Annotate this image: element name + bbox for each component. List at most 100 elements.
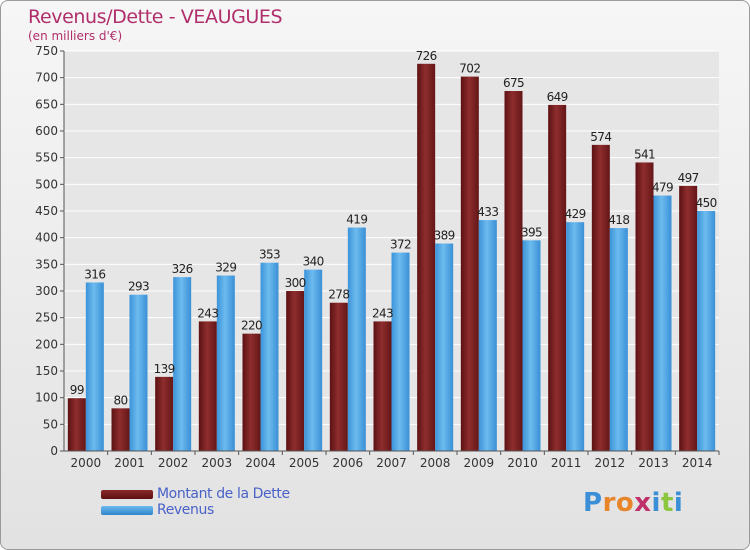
data-label-revenue: 353	[259, 248, 280, 262]
bar-debt	[329, 302, 348, 451]
data-label-debt: 99	[70, 383, 84, 397]
data-label-revenue: 329	[215, 261, 236, 275]
x-tick-label: 2005	[289, 456, 320, 470]
bar-revenue	[609, 228, 628, 451]
data-label-revenue: 479	[652, 181, 673, 195]
data-label-debt: 220	[241, 319, 262, 333]
bar-debt	[504, 91, 523, 451]
data-label-debt: 497	[678, 171, 699, 185]
bar-debt	[242, 333, 261, 451]
y-tick-label: 400	[35, 231, 58, 245]
y-tick-label: 300	[35, 284, 58, 298]
data-label-debt: 541	[634, 147, 655, 161]
y-tick-label: 150	[35, 364, 58, 378]
bar-revenue	[566, 222, 585, 451]
data-label-debt: 726	[416, 49, 437, 63]
y-tick-label: 200	[35, 337, 58, 351]
x-tick-label: 2013	[638, 456, 669, 470]
bar-revenue	[697, 211, 716, 451]
data-label-revenue: 395	[521, 225, 542, 239]
data-label-revenue: 372	[390, 238, 411, 252]
logo-letter: x	[634, 488, 652, 518]
bar-revenue	[653, 195, 672, 451]
data-label-debt: 300	[285, 276, 306, 290]
logo-letter: i	[651, 488, 661, 518]
bar-debt	[635, 162, 654, 451]
bar-debt	[286, 291, 305, 451]
data-label-debt: 702	[459, 62, 480, 76]
y-tick-label: 500	[35, 177, 58, 191]
data-label-revenue: 389	[434, 229, 455, 243]
data-label-debt: 243	[372, 306, 393, 320]
bar-revenue	[347, 227, 366, 451]
x-tick-label: 2007	[376, 456, 407, 470]
bar-revenue	[522, 240, 541, 451]
bar-debt	[111, 408, 130, 451]
x-tick-label: 2004	[245, 456, 276, 470]
bar-debt	[591, 144, 610, 451]
proxiti-logo: Proxiti	[583, 488, 683, 518]
bar-debt	[460, 76, 479, 451]
x-tick-label: 2014	[682, 456, 713, 470]
y-tick-label: 0	[50, 444, 58, 458]
x-tick-label: 2002	[158, 456, 189, 470]
logo-letter: r	[602, 488, 616, 518]
y-tick-label: 250	[35, 311, 58, 325]
bar-debt	[155, 376, 174, 451]
bar-debt	[373, 321, 392, 451]
bar-revenue	[129, 294, 148, 451]
x-tick-label: 2003	[202, 456, 233, 470]
bar-debt	[679, 185, 698, 451]
data-label-revenue: 429	[565, 207, 586, 221]
bar-revenue	[478, 220, 497, 451]
y-tick-label: 100	[35, 391, 58, 405]
y-tick-label: 650	[35, 97, 58, 111]
data-label-debt: 574	[590, 130, 611, 144]
y-tick-label: 750	[35, 44, 58, 58]
legend-swatch-debt	[101, 490, 153, 499]
x-tick-label: 2009	[464, 456, 495, 470]
legend-swatch-revenue	[101, 506, 153, 515]
logo-letter: P	[583, 488, 603, 518]
legend-label-debt: Montant de la Dette	[157, 486, 290, 502]
x-tick-label: 2010	[507, 456, 538, 470]
x-tick-label: 2008	[420, 456, 451, 470]
x-tick-label: 2012	[595, 456, 626, 470]
data-label-debt: 139	[154, 362, 175, 376]
chart-title: Revenus/Dette - VEAUGUES	[28, 6, 283, 28]
data-label-revenue: 418	[608, 213, 629, 227]
bar-debt	[198, 321, 217, 451]
data-label-debt: 649	[547, 90, 568, 104]
bar-revenue	[391, 252, 410, 451]
x-tick-label: 2000	[71, 456, 102, 470]
x-tick-label: 2011	[551, 456, 582, 470]
bar-revenue	[435, 243, 454, 451]
data-label-debt: 243	[197, 306, 218, 320]
y-tick-label: 700	[35, 71, 58, 85]
data-label-debt: 80	[113, 393, 127, 407]
bar-revenue	[85, 282, 104, 451]
y-tick-label: 350	[35, 257, 58, 271]
y-tick-label: 50	[43, 417, 58, 431]
bar-debt	[548, 104, 567, 451]
x-tick-label: 2006	[333, 456, 364, 470]
logo-letter: i	[673, 488, 684, 518]
data-label-revenue: 433	[477, 205, 498, 219]
chart-subtitle: (en milliers d'€)	[28, 29, 123, 43]
bar-revenue	[260, 262, 279, 451]
bar-revenue	[173, 277, 192, 451]
logo-letter: o	[615, 488, 635, 518]
y-tick-label: 550	[35, 151, 58, 165]
legend-label-revenue: Revenus	[157, 502, 214, 518]
y-tick-label: 450	[35, 204, 58, 218]
data-label-revenue: 326	[172, 262, 193, 276]
data-label-revenue: 293	[128, 280, 149, 294]
data-label-debt: 675	[503, 76, 524, 90]
bar-debt	[67, 398, 86, 451]
bar-revenue	[216, 275, 235, 451]
data-label-revenue: 340	[303, 255, 324, 269]
data-label-debt: 278	[328, 288, 349, 302]
data-label-revenue: 419	[346, 213, 367, 227]
